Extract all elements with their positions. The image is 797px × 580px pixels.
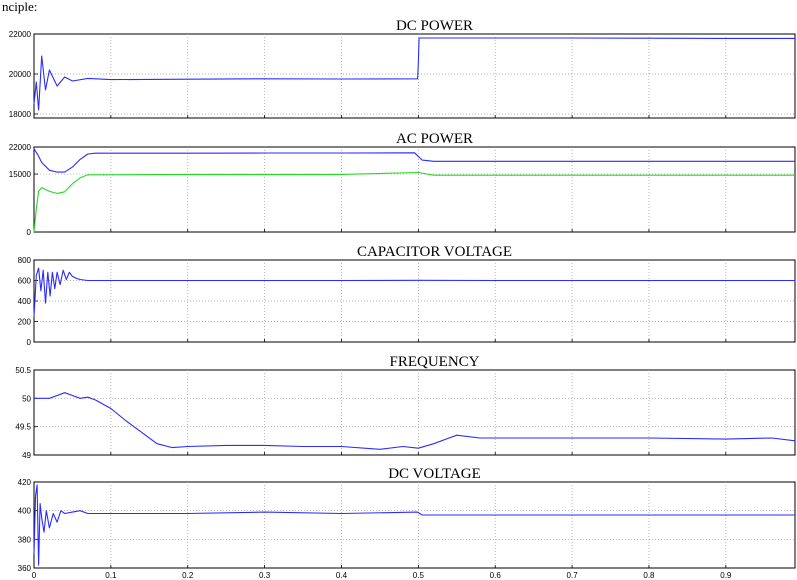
chart-title-3: CAPACITOR VOLTAGE [357, 244, 512, 260]
plot-area-5 [33, 481, 796, 569]
series-line-1-1 [33, 37, 795, 111]
plot-area-1 [33, 33, 796, 119]
x-tick-label: 0.8 [643, 571, 655, 580]
x-tick-label: 0.6 [490, 571, 502, 580]
y-tick-label: 420 [18, 478, 32, 487]
series-line-4-1 [34, 392, 796, 450]
x-tick-label: 0.2 [182, 571, 194, 580]
y-tick-label: 15000 [9, 170, 32, 179]
y-tick-label: 200 [18, 318, 32, 327]
chart-title-5: DC VOLTAGE [388, 466, 481, 482]
series-line-2-1 [33, 148, 795, 173]
y-tick-label: 50 [22, 394, 31, 403]
y-tick-label: 20000 [9, 70, 32, 79]
y-tick-label: 380 [18, 535, 32, 544]
x-tick-label: 0.1 [105, 571, 117, 580]
y-tick-label: 49.5 [15, 423, 31, 432]
x-tick-label: 0.4 [336, 571, 348, 580]
y-tick-label: 49 [22, 451, 31, 460]
y-tick-label: 0 [27, 228, 32, 237]
series-line-2-2 [33, 171, 795, 233]
y-tick-label: 22000 [9, 30, 32, 39]
chart-title-4: FREQUENCY [389, 354, 479, 370]
series-line-5-1 [33, 484, 795, 566]
y-tick-label: 400 [18, 297, 32, 306]
x-tick-label: 0.9 [720, 571, 732, 580]
y-tick-label: 800 [18, 256, 32, 265]
page-header-text: nciple: [2, 0, 38, 14]
y-tick-label: 400 [18, 507, 32, 516]
y-tick-label: 18000 [9, 110, 32, 119]
chart-title-1: DC POWER [396, 18, 473, 34]
y-tick-label: 360 [18, 564, 32, 573]
y-tick-label: 0 [27, 338, 32, 347]
x-tick-label: 0.7 [567, 571, 579, 580]
x-tick-label: 0.5 [413, 571, 425, 580]
chart-title-2: AC POWER [396, 131, 473, 147]
y-tick-label: 600 [18, 277, 32, 286]
plot-area-2 [33, 146, 796, 233]
series-line-3-1 [33, 267, 795, 317]
x-tick-label: 0 [32, 571, 37, 580]
plot-area-4 [33, 369, 796, 456]
x-tick-label: 0.3 [259, 571, 271, 580]
y-tick-label: 22000 [9, 143, 32, 152]
y-tick-label: 50.5 [15, 366, 31, 375]
